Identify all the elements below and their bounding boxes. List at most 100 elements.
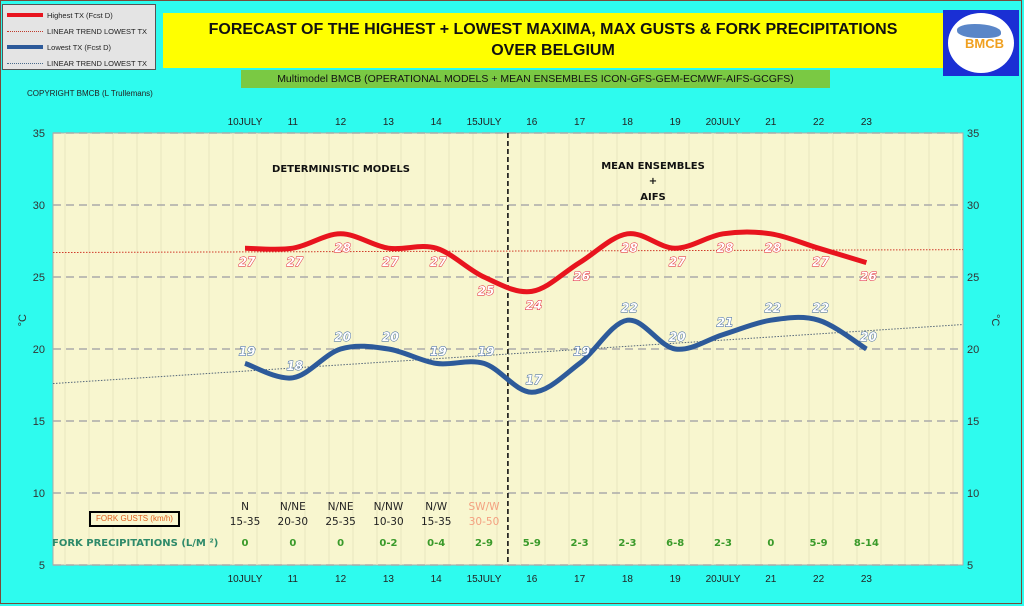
data-label: 19 xyxy=(239,344,256,358)
gust-direction: N/NE xyxy=(328,501,354,513)
data-label: 25 xyxy=(478,284,495,298)
data-label: 27 xyxy=(239,255,256,269)
y-tick-left: 25 xyxy=(33,272,45,284)
x-tick-bottom: 12 xyxy=(335,574,347,585)
data-label: 20 xyxy=(860,330,877,344)
precip-value: 0-4 xyxy=(427,538,445,549)
gust-direction: SW/W xyxy=(469,501,501,513)
series-line-highest xyxy=(244,229,868,295)
y-tick-left: 30 xyxy=(33,200,45,212)
legend-label: Lowest TX (Fcst D) xyxy=(47,42,112,52)
y-tick-right: 10 xyxy=(967,488,979,500)
y-tick-right: 30 xyxy=(967,200,979,212)
x-tick-bottom: 23 xyxy=(861,574,873,585)
x-tick-top: 10JULY xyxy=(228,117,263,128)
x-tick-top: 11 xyxy=(288,117,299,128)
x-tick-top: 20JULY xyxy=(706,117,741,128)
gust-direction: N xyxy=(241,501,249,513)
data-label: 27 xyxy=(286,255,303,269)
x-tick-top: 23 xyxy=(861,117,873,128)
precip-value: 0 xyxy=(289,538,296,549)
data-label: 20 xyxy=(382,330,399,344)
x-tick-bottom: 16 xyxy=(526,574,538,585)
x-tick-top: 15JULY xyxy=(467,117,502,128)
gust-direction: N/NW xyxy=(374,501,404,513)
gust-range: 15-35 xyxy=(421,516,452,528)
data-label: 19 xyxy=(573,344,590,358)
gust-range: 20-30 xyxy=(278,516,309,528)
precip-value: 2-3 xyxy=(618,538,636,549)
x-tick-bottom: 21 xyxy=(765,574,777,585)
data-label: 20 xyxy=(669,330,686,344)
copyright: COPYRIGHT BMCB (L Trullemans) xyxy=(27,89,153,98)
data-label: 17 xyxy=(525,373,542,387)
precip-value: 0 xyxy=(767,538,774,549)
x-tick-bottom: 17 xyxy=(574,574,586,585)
data-label: 27 xyxy=(382,255,399,269)
y-tick-right: 15 xyxy=(967,416,979,428)
annotation-ensembles: MEAN ENSEMBLES xyxy=(601,161,705,172)
legend-label: LINEAR TREND LOWEST TX xyxy=(47,58,148,68)
legend-swatch xyxy=(7,30,43,32)
title-line-2: OVER BELGIUM xyxy=(491,42,615,59)
gust-direction: N/W xyxy=(425,501,447,513)
x-tick-top: 14 xyxy=(431,117,443,128)
y-tick-left: 10 xyxy=(33,488,45,500)
x-tick-bottom: 15JULY xyxy=(467,574,502,585)
y-tick-left: 20 xyxy=(33,344,45,356)
gust-range: 25-35 xyxy=(325,516,356,528)
bmcb-logo: BMCB xyxy=(943,10,1019,76)
precip-value: 2-9 xyxy=(475,538,493,549)
data-label: 28 xyxy=(717,241,734,255)
annotation-plus: + xyxy=(649,176,657,187)
legend-item-trend-low: LINEAR TREND LOWEST TX xyxy=(7,58,147,68)
x-tick-top: 18 xyxy=(622,117,634,128)
legend-item-highest: Highest TX (Fcst D) xyxy=(7,10,113,20)
legend-swatch xyxy=(7,62,43,64)
data-label: 28 xyxy=(764,241,781,255)
annotation-deterministic: DETERMINISTIC MODELS xyxy=(272,164,410,175)
y-tick-left: 5 xyxy=(39,560,45,572)
legend-swatch xyxy=(7,45,43,49)
x-tick-top: 13 xyxy=(383,117,395,128)
precip-label: FORK PRECIPITATIONS (L/M ²) xyxy=(52,538,218,549)
precip-value: 2-3 xyxy=(714,538,732,549)
y-tick-left: 15 xyxy=(33,416,45,428)
y-axis-label-right: °C xyxy=(989,314,1001,326)
precip-value: 0 xyxy=(242,538,249,549)
data-label: 21 xyxy=(717,316,734,330)
x-tick-bottom: 11 xyxy=(288,574,299,585)
y-tick-right: 35 xyxy=(967,128,979,140)
data-label: 20 xyxy=(334,330,351,344)
x-tick-bottom: 13 xyxy=(383,574,395,585)
data-label: 22 xyxy=(621,301,638,315)
precip-value: 5-9 xyxy=(523,538,541,549)
x-tick-bottom: 20JULY xyxy=(706,574,741,585)
x-tick-top: 22 xyxy=(813,117,825,128)
precip-value: 0-2 xyxy=(379,538,397,549)
gusts-label: FORK GUSTS (km/h) xyxy=(89,511,180,527)
legend-label: Highest TX (Fcst D) xyxy=(47,10,113,20)
legend-item-trend-high: LINEAR TREND LOWEST TX xyxy=(7,26,147,36)
x-tick-top: 16 xyxy=(526,117,538,128)
data-label: 24 xyxy=(525,298,542,312)
x-tick-top: 17 xyxy=(574,117,586,128)
data-label: 28 xyxy=(621,241,638,255)
data-label: 19 xyxy=(430,344,447,358)
data-label: 26 xyxy=(860,270,877,284)
annotation-aifs: AIFS xyxy=(640,192,666,203)
y-tick-left: 35 xyxy=(33,128,45,140)
x-tick-bottom: 10JULY xyxy=(228,574,263,585)
x-tick-bottom: 14 xyxy=(431,574,443,585)
data-label: 22 xyxy=(812,301,829,315)
x-tick-bottom: 19 xyxy=(670,574,682,585)
precip-value: 5-9 xyxy=(810,538,828,549)
gust-range: 30-50 xyxy=(469,516,500,528)
series-line-lowest xyxy=(244,314,868,395)
gust-range: 15-35 xyxy=(230,516,261,528)
title-line-1: FORECAST OF THE HIGHEST + LOWEST MAXIMA,… xyxy=(208,21,898,38)
x-tick-top: 21 xyxy=(765,117,777,128)
data-label: 27 xyxy=(430,255,447,269)
